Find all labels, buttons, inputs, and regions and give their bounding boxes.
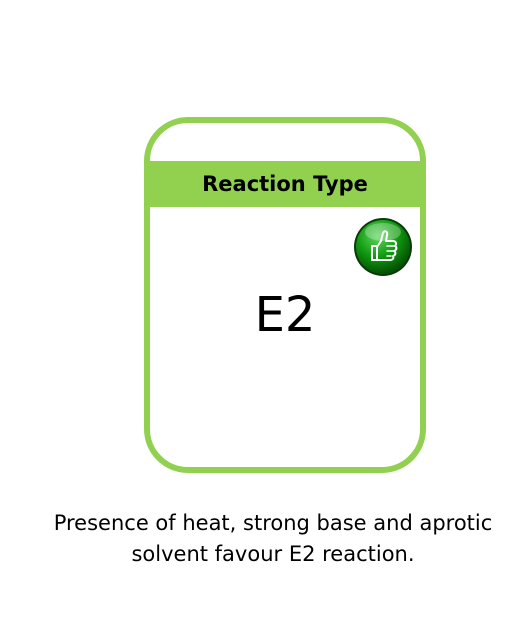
- reaction-card: Reaction Type E2: [144, 117, 426, 473]
- card-header: Reaction Type: [150, 161, 420, 207]
- thumbs-up-icon: [353, 217, 413, 277]
- card-header-label: Reaction Type: [202, 172, 368, 196]
- caption-line-1: Presence of heat, strong base and aproti…: [53, 511, 493, 535]
- caption-text: Presence of heat, strong base and aproti…: [30, 508, 516, 570]
- caption-line-2: solvent favour E2 reaction.: [131, 542, 415, 566]
- reaction-type-value: E2: [254, 287, 316, 343]
